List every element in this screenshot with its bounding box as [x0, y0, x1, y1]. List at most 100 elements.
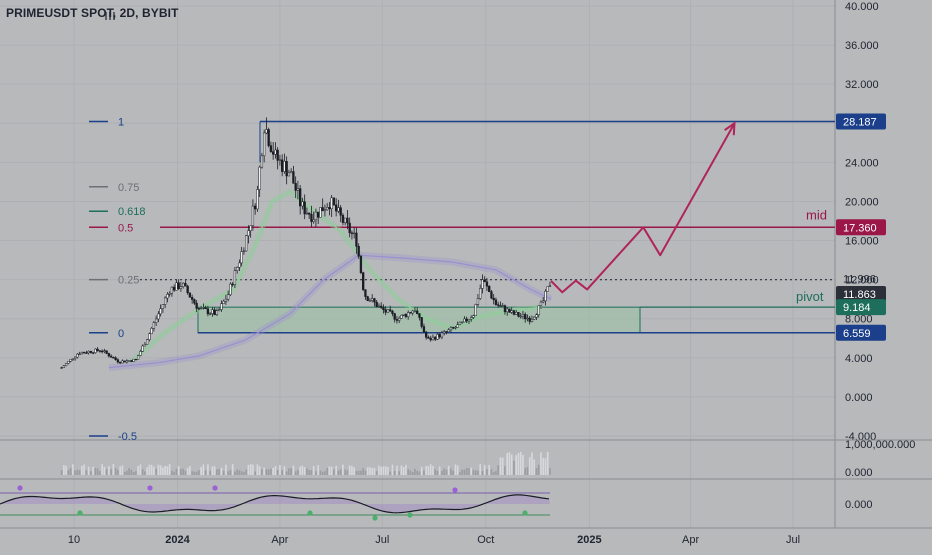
candle-body [132, 358, 135, 362]
candle-body [393, 313, 396, 320]
candle-body [323, 209, 327, 212]
candle-body [521, 314, 525, 317]
candle-body [213, 309, 216, 315]
volume-bar [103, 466, 106, 475]
candle-body [127, 360, 131, 362]
candle-body [508, 308, 511, 313]
candle-body [254, 205, 257, 210]
osc-dot [212, 485, 218, 491]
candle-body [380, 305, 383, 308]
candle-body [276, 149, 279, 161]
candle-body [157, 313, 160, 320]
volume-bar [450, 468, 452, 475]
volume-bar [351, 465, 353, 475]
volume-bar [420, 466, 423, 475]
volume-bar [418, 471, 421, 475]
volume-bar [355, 471, 358, 475]
price-label-bg [836, 285, 886, 302]
candle-body [278, 159, 282, 161]
candle-body [290, 171, 293, 174]
volume-bar [515, 455, 518, 475]
candle-body [409, 312, 412, 314]
candle-body [267, 129, 270, 146]
candle-body [497, 304, 500, 306]
volume-bar [72, 464, 74, 475]
candle-body [238, 262, 241, 268]
volume-bar [456, 465, 459, 475]
osc-dot [407, 512, 413, 518]
candle-body [330, 197, 333, 210]
candle-body [350, 232, 354, 234]
candle-body [208, 313, 212, 315]
volume-bar [517, 453, 520, 475]
volume-bar [85, 470, 88, 475]
candle-body [452, 327, 455, 329]
volume-bar [229, 470, 232, 475]
volume-tick-label: 1,000,000.000 [845, 439, 915, 451]
candle-body [548, 285, 552, 287]
candle-body [260, 155, 264, 168]
volume-bar [225, 464, 227, 475]
candle-body [292, 171, 295, 184]
volume-bar [490, 469, 493, 475]
volume-bar [290, 468, 292, 475]
volume-bar [434, 469, 436, 475]
x-tick-label: Apr [271, 534, 288, 546]
candle-body [348, 222, 351, 234]
candle-body [517, 312, 520, 317]
y-tick-label: 20.000 [845, 196, 879, 208]
price-label-bg [836, 299, 886, 316]
volume-bar [506, 452, 509, 475]
candle-body [193, 299, 196, 304]
candle-body [535, 314, 538, 318]
candle-body [425, 331, 428, 338]
candle-body [163, 297, 167, 305]
candle-body [285, 161, 288, 177]
volume-bar [391, 464, 394, 475]
candle-body [296, 188, 300, 191]
volume-bar [501, 457, 504, 475]
candle-body [85, 352, 88, 354]
volume-bar [393, 470, 396, 475]
volume-bar [384, 466, 387, 475]
volume-bar [495, 470, 497, 475]
volume-bar [231, 464, 234, 475]
candle-body [76, 353, 79, 358]
candle-body [190, 297, 194, 300]
candle-body [308, 212, 311, 215]
candle-body [202, 307, 205, 309]
candle-body [305, 212, 309, 215]
volume-bar [180, 468, 182, 475]
candle-body [512, 310, 516, 315]
candle-body [150, 328, 153, 334]
volume-bar [274, 466, 277, 475]
volume-bar [189, 466, 191, 475]
volume-bar [69, 468, 72, 475]
volume-bar [407, 469, 409, 475]
candle-body [355, 232, 358, 247]
candle-body [454, 327, 457, 329]
candle-body [310, 214, 313, 222]
candle-body [166, 294, 169, 299]
x-tick-label: Oct [477, 534, 494, 546]
fib-label--0.5: -0.5 [118, 431, 137, 443]
volume-bar [429, 464, 432, 475]
candle-body [67, 361, 70, 364]
volume-bar [74, 470, 76, 475]
candle-body [501, 305, 504, 307]
volume-bar [510, 454, 513, 475]
candle-body [420, 317, 423, 327]
volume-bar [177, 466, 180, 475]
volume-bar [285, 471, 288, 475]
candle-body [242, 250, 246, 253]
volume-bar [438, 466, 441, 475]
volume-bar [153, 466, 155, 475]
volume-bar [470, 467, 472, 475]
price-label: 11.863 [843, 289, 876, 301]
volume-bar [265, 469, 268, 475]
volume-bar [249, 464, 252, 475]
candle-body [490, 291, 493, 299]
candle-body [103, 350, 106, 352]
volume-bar [132, 471, 135, 475]
